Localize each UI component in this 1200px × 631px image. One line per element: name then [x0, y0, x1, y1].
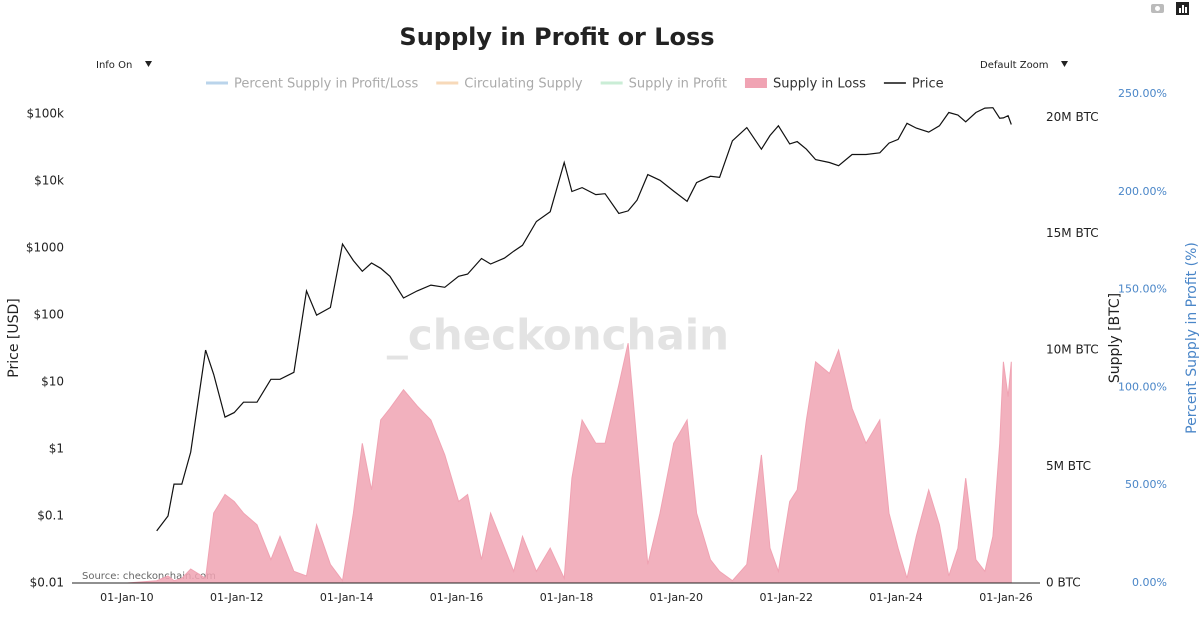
y3-tick-label: 250.00% — [1118, 87, 1167, 100]
area — [72, 343, 1012, 584]
x-tick-label: 01-Jan-24 — [869, 591, 923, 604]
legend-label: Supply in Profit — [629, 77, 727, 92]
y3-tick-label: 200.00% — [1118, 185, 1167, 198]
legend-swatch — [600, 81, 623, 85]
x-tick-label: 01-Jan-16 — [430, 591, 484, 604]
y3-tick-label: 100.00% — [1118, 380, 1167, 393]
legend-swatch — [436, 81, 459, 85]
x-tick-label: 01-Jan-12 — [210, 591, 264, 604]
legend-label: Circulating Supply — [464, 77, 583, 92]
price-line — [156, 107, 1012, 532]
y-tick-label: $100 — [33, 308, 64, 322]
y2-axis-title: Supply [BTC] — [1107, 293, 1123, 383]
dropdown-arrow[interactable] — [145, 61, 152, 67]
y2-tick-label: 20M BTC — [1046, 110, 1099, 124]
y2-tick-label: 5M BTC — [1046, 459, 1091, 473]
info-toggle[interactable]: Info On — [96, 60, 132, 71]
legend-swatch — [206, 81, 228, 85]
y-tick-label: $100k — [27, 107, 65, 121]
y-tick-label: $1000 — [26, 241, 64, 255]
y3-tick-label: 0.00% — [1132, 576, 1167, 589]
y3-axis-title: Percent Supply in Profit (%) — [1184, 242, 1200, 434]
legend-label: Price — [912, 77, 944, 92]
logo-icon[interactable] — [1176, 2, 1189, 15]
legend-item[interactable]: Percent Supply in Profit/Loss — [206, 77, 418, 92]
y3-tick-label: 150.00% — [1118, 283, 1167, 296]
y-tick-label: $10 — [41, 375, 64, 389]
legend-swatch — [744, 78, 767, 88]
legend-label: Percent Supply in Profit/Loss — [234, 77, 418, 92]
x-tick-label: 01-Jan-20 — [650, 591, 704, 604]
y-tick-label: $1 — [49, 442, 64, 456]
legend-item[interactable]: Price — [883, 77, 944, 92]
y-axis-title: Price [USD] — [6, 298, 22, 377]
y2-tick-label: 0 BTC — [1046, 576, 1081, 590]
y2-tick-label: 15M BTC — [1046, 226, 1099, 240]
x-tick-label: 01-Jan-22 — [759, 591, 813, 604]
legend-item[interactable]: Supply in Loss — [744, 77, 866, 92]
dropdown-arrow[interactable] — [1061, 61, 1068, 67]
camera-icon[interactable] — [1151, 4, 1164, 13]
legend-label: Supply in Loss — [773, 77, 866, 92]
legend-item[interactable]: Supply in Profit — [600, 77, 727, 92]
y-tick-label: $0.01 — [30, 576, 64, 590]
zoom-select[interactable]: Default Zoom — [980, 60, 1049, 71]
y3-tick-label: 50.00% — [1125, 478, 1167, 491]
x-tick-label: 01-Jan-10 — [100, 591, 154, 604]
source-note: Source: checkonchain.com — [82, 571, 216, 582]
legend-item[interactable]: Circulating Supply — [436, 77, 583, 92]
y-tick-label: $10k — [34, 174, 64, 188]
x-tick-label: 01-Jan-26 — [979, 591, 1033, 604]
x-tick-label: 01-Jan-14 — [320, 591, 374, 604]
y-tick-label: $0.1 — [37, 509, 64, 523]
y2-tick-label: 10M BTC — [1046, 343, 1099, 357]
x-tick-label: 01-Jan-18 — [540, 591, 594, 604]
watermark: _checkonchain — [387, 311, 729, 360]
chart-title: Supply in Profit or Loss — [399, 23, 714, 51]
